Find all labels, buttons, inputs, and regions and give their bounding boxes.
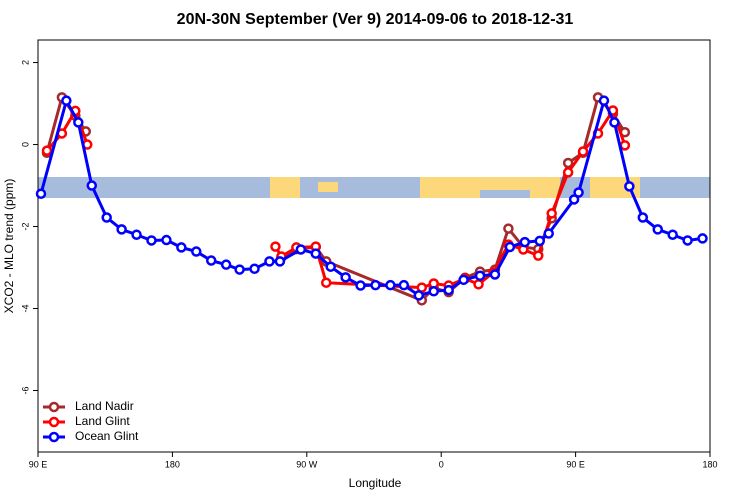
map-band	[38, 177, 710, 198]
point	[191, 246, 202, 257]
point	[543, 228, 554, 239]
y-tick-label: -6	[20, 386, 30, 394]
legend-label: Land Glint	[75, 414, 130, 428]
point	[519, 236, 531, 248]
point	[249, 263, 260, 275]
point	[573, 187, 584, 198]
y-tick-label: 0	[20, 142, 30, 147]
point	[489, 269, 501, 280]
point	[101, 212, 112, 223]
legend-label: Ocean Glint	[75, 429, 139, 443]
point	[667, 229, 678, 240]
point	[609, 117, 620, 128]
point	[340, 272, 351, 283]
point	[295, 244, 307, 255]
point	[398, 279, 410, 291]
series-line	[39, 96, 703, 298]
point	[428, 286, 439, 297]
chart-title: 20N-30N September (Ver 9) 2014-09-06 to …	[177, 11, 574, 28]
point	[443, 284, 454, 296]
legend-label: Land Nadir	[75, 399, 134, 413]
x-axis-label: Longitude	[349, 476, 402, 490]
point	[320, 277, 332, 288]
point	[61, 95, 72, 106]
point	[220, 259, 232, 270]
point	[562, 157, 574, 169]
point	[577, 146, 589, 157]
legend-marker	[48, 431, 60, 443]
point	[598, 95, 610, 106]
point	[270, 241, 281, 252]
point	[637, 212, 649, 223]
point	[370, 279, 381, 291]
point	[274, 256, 286, 267]
point	[385, 279, 396, 291]
point	[619, 140, 631, 151]
point	[310, 248, 322, 259]
point	[234, 264, 245, 275]
y-tick-label: -4	[20, 305, 30, 313]
point	[355, 280, 366, 291]
point	[205, 255, 217, 266]
point	[533, 250, 544, 261]
point	[624, 181, 635, 192]
point	[146, 235, 157, 246]
legend-marker	[48, 416, 60, 428]
point	[86, 180, 98, 191]
point	[503, 223, 514, 234]
point	[161, 234, 172, 246]
point	[473, 279, 484, 290]
point	[682, 235, 693, 246]
point	[458, 274, 469, 286]
y-axis-label: XCO2 - MLO trend (ppm)	[2, 179, 16, 314]
y-tick-label: 2	[20, 60, 30, 65]
point	[652, 224, 663, 235]
point	[41, 145, 53, 156]
point	[176, 242, 187, 253]
point	[504, 241, 516, 253]
y-tick-label: -2	[20, 223, 30, 231]
x-tick-label: 90 E	[566, 459, 585, 469]
series-line	[45, 107, 627, 290]
point	[474, 270, 486, 281]
x-tick-label: 0	[439, 459, 444, 469]
point	[562, 167, 574, 178]
legend-marker	[48, 401, 60, 413]
point	[697, 233, 708, 244]
point	[35, 188, 47, 199]
x-tick-label: 90 W	[296, 459, 318, 469]
x-tick-label: 180	[165, 459, 180, 469]
x-tick-label: 90 E	[29, 459, 48, 469]
point	[116, 224, 127, 235]
x-tick-label: 180	[702, 459, 717, 469]
point	[413, 290, 425, 301]
point	[325, 261, 336, 272]
point	[568, 194, 580, 205]
point	[131, 229, 142, 240]
plot-frame	[37, 39, 711, 453]
point	[264, 256, 275, 267]
point	[73, 117, 84, 128]
point	[534, 235, 546, 247]
point	[546, 208, 557, 219]
